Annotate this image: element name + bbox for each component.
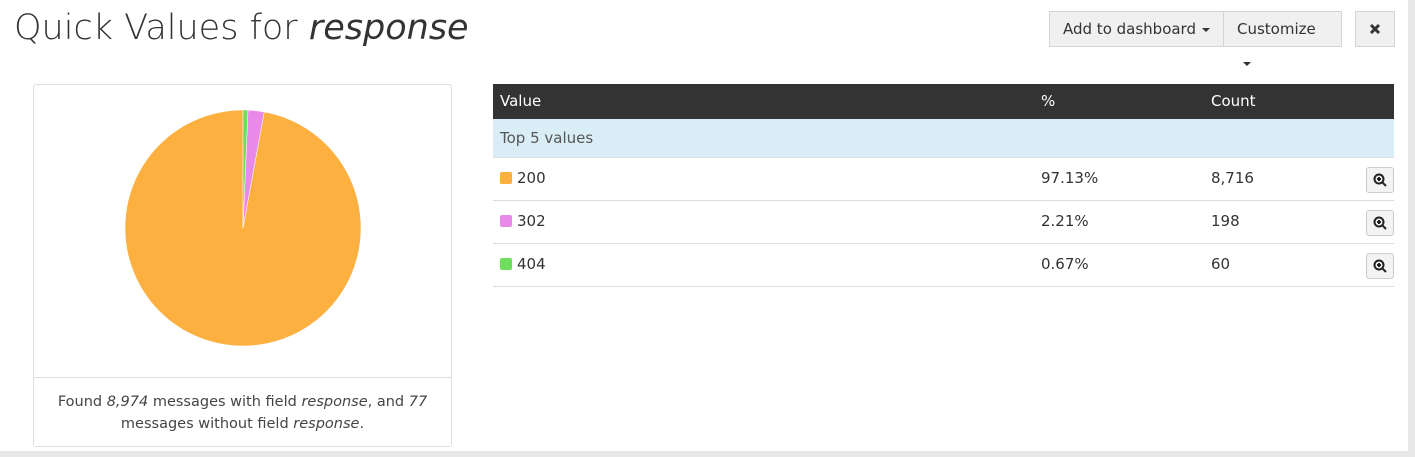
pie-slice: [242, 109, 249, 229]
percent-cell: 97.13%: [1041, 169, 1099, 187]
button-label: Customize: [1237, 20, 1316, 38]
footer-field: response: [293, 416, 360, 432]
value-text: 302: [517, 212, 546, 230]
footer-text: messages without field: [120, 416, 294, 432]
button-label: Add to dashboard: [1063, 20, 1196, 38]
table-row: 302 2.21% 198: [493, 201, 1394, 244]
table-header: Value % Count: [493, 84, 1394, 119]
color-swatch: [500, 215, 512, 227]
value-cell: 302: [500, 212, 546, 230]
color-swatch: [500, 258, 512, 270]
zoom-icon: [1373, 259, 1387, 273]
value-text: 404: [517, 255, 546, 273]
count-cell: 198: [1211, 212, 1240, 230]
zoom-button[interactable]: [1366, 253, 1394, 279]
value-text: 200: [517, 169, 546, 187]
values-table: Value % Count Top 5 values 200 97.13% 8,71…: [493, 84, 1394, 287]
pie-chart: [124, 109, 362, 347]
title-text: Quick Values for: [14, 8, 298, 48]
zoom-button[interactable]: [1366, 210, 1394, 236]
page-title: Quick Values for response: [14, 8, 469, 48]
column-header: %: [1041, 92, 1056, 110]
column-header: Value: [500, 92, 542, 110]
close-icon: [1369, 23, 1381, 35]
table-row: 404 0.67% 60: [493, 244, 1394, 287]
zoom-icon: [1373, 173, 1387, 187]
zoom-button[interactable]: [1366, 167, 1394, 193]
table-row: 200 97.13% 8,716: [493, 158, 1394, 201]
group-label: Top 5 values: [500, 129, 594, 147]
title-field: response: [308, 8, 469, 48]
footer-text: .: [359, 416, 365, 432]
footer-text: messages with field: [148, 394, 302, 410]
customize-button[interactable]: Customize: [1223, 11, 1342, 66]
close-button[interactable]: [1355, 11, 1395, 47]
footer-field: response: [301, 394, 368, 410]
footer-text: , and: [367, 394, 409, 410]
column-header: Count: [1211, 92, 1256, 110]
chart-footer: Found 8,974 messages with field response…: [34, 377, 451, 446]
footer-count: 77: [408, 394, 428, 410]
value-cell: 404: [500, 255, 546, 273]
chart-panel: Found 8,974 messages with field response…: [33, 84, 452, 447]
percent-cell: 2.21%: [1041, 212, 1089, 230]
percent-cell: 0.67%: [1041, 255, 1089, 273]
value-cell: 200: [500, 169, 546, 187]
count-cell: 8,716: [1211, 169, 1254, 187]
footer-count: 8,974: [106, 394, 149, 410]
add-to-dashboard-button[interactable]: Add to dashboard: [1049, 11, 1224, 47]
zoom-icon: [1373, 216, 1387, 230]
group-row: Top 5 values: [493, 119, 1394, 158]
count-cell: 60: [1211, 255, 1231, 273]
color-swatch: [500, 172, 512, 184]
footer-text: Found: [57, 394, 107, 410]
